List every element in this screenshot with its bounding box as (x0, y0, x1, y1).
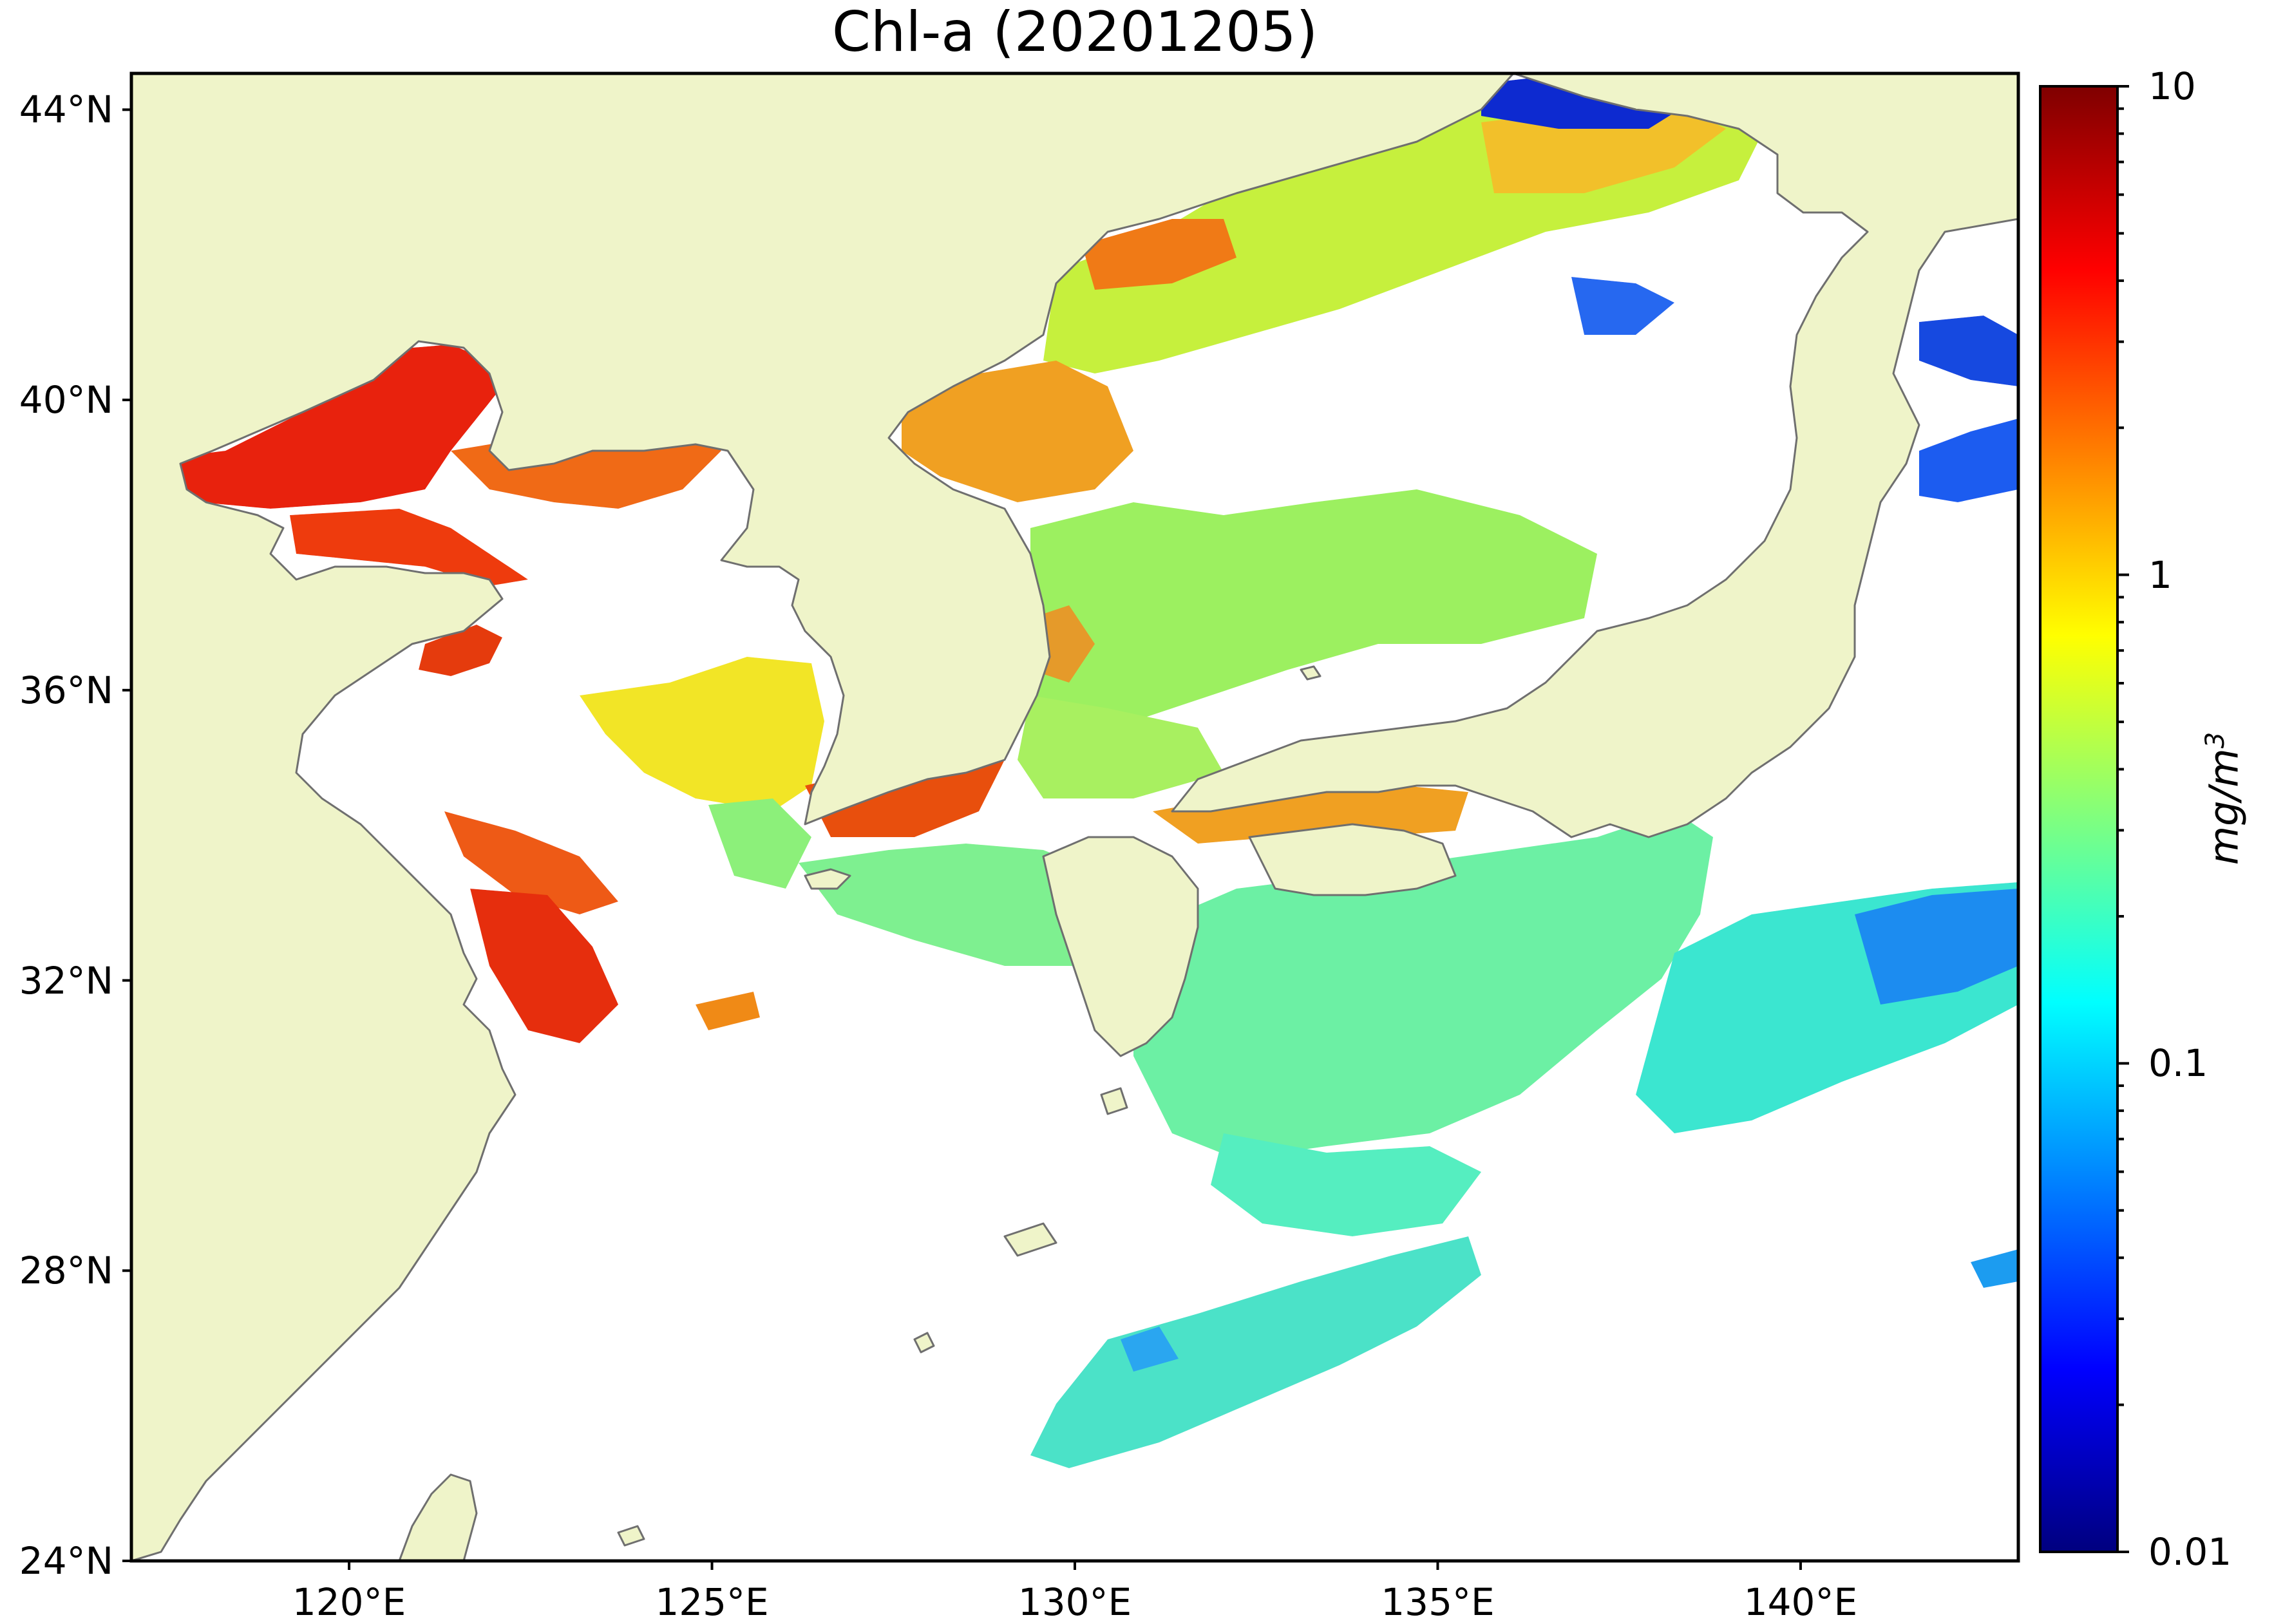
land-japan (1171, 73, 2018, 838)
latitude-tick-label: 28°N (19, 1249, 113, 1293)
longitude-tick-label: 140°E (1743, 1580, 1858, 1624)
longitude-tick-label: 125°E (655, 1580, 769, 1624)
land-shikoku (1248, 823, 1457, 896)
colorbar-tick-label: 0.01 (2148, 1530, 2232, 1574)
land-mainland (131, 73, 1515, 1561)
longitude-tick-label: 130°E (1018, 1580, 1132, 1624)
colorbar-tick-label: 1 (2148, 552, 2172, 597)
colorbar-tick-label: 0.1 (2148, 1041, 2208, 1086)
chl-bohai (174, 345, 502, 509)
latitude-tick-label: 44°N (19, 88, 113, 132)
latitude-tick-label: 32°N (19, 958, 113, 1003)
colorbar (2039, 85, 2119, 1553)
land-taiwan (398, 1473, 478, 1561)
land-jeju (804, 868, 851, 890)
latitude-tick-marks (122, 108, 131, 1562)
chl-data-layer (174, 73, 2018, 1468)
colorbar-tick-marks (2117, 85, 2129, 1553)
latitude-tick-label: 40°N (19, 378, 113, 422)
land-layer (131, 73, 2018, 1561)
longitude-tick-label: 120°E (292, 1580, 406, 1624)
latitude-tick-label: 36°N (19, 668, 113, 712)
colorbar-tick-label: 10 (2148, 64, 2196, 108)
land-kyushu (1042, 836, 1199, 1057)
longitude-tick-label: 135°E (1381, 1580, 1495, 1624)
colorbar-unit-label: mg/m3 (2200, 732, 2248, 865)
longitude-tick-marks (348, 1561, 1802, 1570)
latitude-tick-label: 24°N (19, 1539, 113, 1583)
map-title: Chl-a (20201205) (831, 0, 1318, 64)
